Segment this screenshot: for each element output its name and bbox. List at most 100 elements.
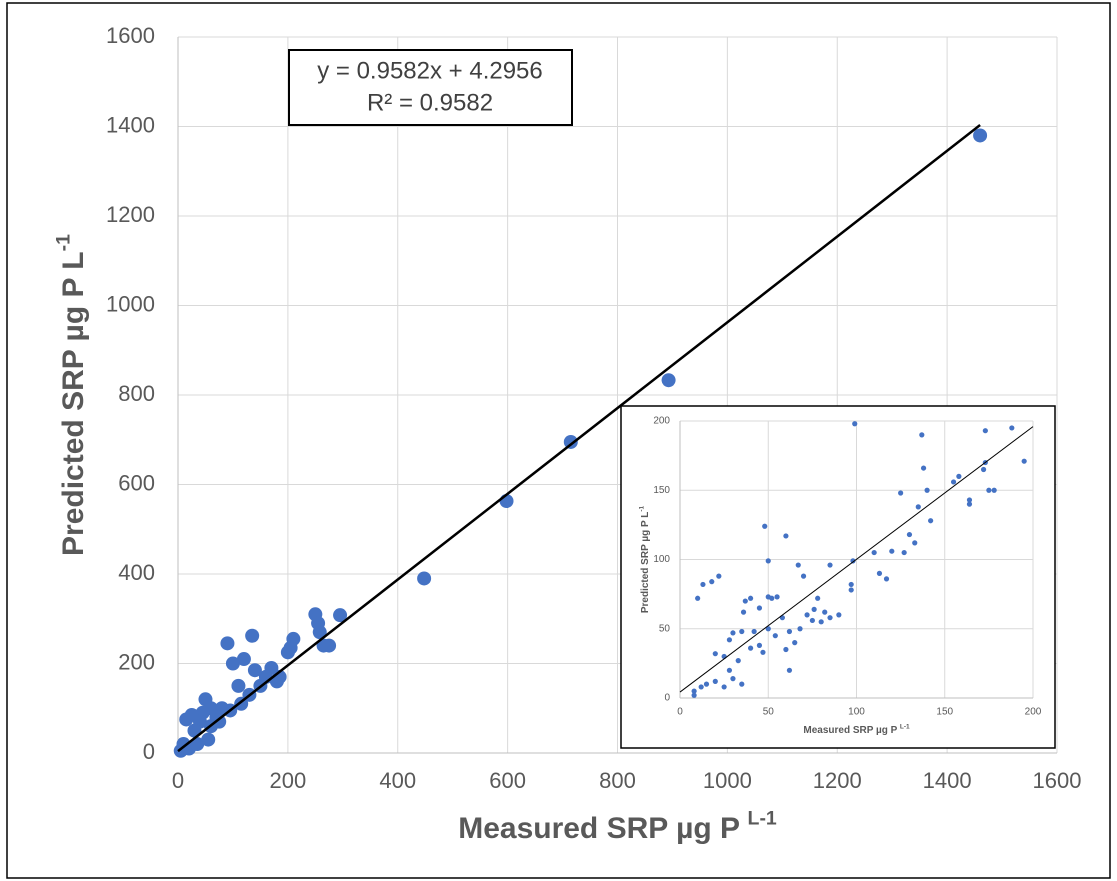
point	[850, 558, 856, 564]
y-axis-title: Predicted SRP µg P L-1	[53, 234, 90, 556]
x-axis-title-sup: L-1	[900, 723, 910, 730]
point	[739, 628, 745, 635]
point	[956, 473, 962, 479]
point	[809, 617, 815, 624]
point	[774, 594, 780, 600]
point	[889, 548, 895, 554]
point	[783, 533, 789, 539]
x-tick-label: 150	[936, 707, 953, 718]
point	[924, 487, 930, 493]
point	[827, 615, 833, 621]
point	[756, 642, 763, 648]
point	[912, 540, 918, 546]
point	[716, 573, 722, 579]
annotation: R² = 0.9582	[367, 89, 493, 116]
point	[280, 645, 295, 660]
x-axis-title-text: Measured SRP µg P	[803, 725, 897, 736]
point	[919, 432, 925, 438]
point	[1009, 425, 1015, 431]
y-tick-label: 1600	[106, 23, 155, 48]
point	[848, 587, 854, 593]
point	[739, 681, 745, 687]
x-tick-label: 1000	[703, 768, 752, 793]
x-tick-label: 1600	[1033, 768, 1082, 793]
point	[726, 637, 733, 643]
x-tick-label: 800	[599, 768, 636, 793]
x-tick-label: 1400	[923, 768, 972, 793]
y-tick-label: 200	[118, 649, 155, 674]
point	[751, 628, 757, 635]
point	[661, 373, 676, 388]
point	[836, 612, 842, 618]
point	[991, 487, 997, 493]
point	[312, 625, 327, 640]
x-tick-label: 0	[677, 707, 683, 718]
point	[700, 581, 706, 588]
x-tick-label: 100	[848, 707, 865, 718]
point	[848, 581, 854, 588]
point	[966, 501, 973, 507]
x-axis-title-sup: L-1	[748, 808, 777, 830]
point	[883, 576, 890, 582]
x-tick-label: 600	[489, 768, 526, 793]
point	[721, 684, 727, 690]
x-tick-label: 200	[270, 768, 307, 793]
point	[231, 678, 246, 693]
point	[212, 714, 227, 729]
y-axis-title-sup: -1	[53, 234, 75, 251]
point	[712, 651, 718, 657]
point	[765, 558, 771, 564]
annotation: y = 0.9582x + 4.2956	[317, 57, 543, 84]
equation-box	[288, 49, 573, 126]
point	[179, 712, 194, 727]
inset-frame	[620, 405, 1056, 749]
point	[703, 681, 710, 687]
y-axis-title-text: Predicted SRP µg P L	[57, 251, 90, 556]
point	[906, 531, 913, 538]
y-axis-title: Predicted SRP µg P L-1	[638, 505, 650, 613]
y-axis-title-text: Predicted SRP µg P L	[640, 512, 651, 614]
point	[915, 504, 921, 510]
x-tick-label: 1200	[813, 768, 862, 793]
point	[709, 579, 715, 585]
y-tick-label: 150	[653, 485, 670, 496]
point	[742, 598, 748, 604]
point	[822, 609, 828, 615]
point	[827, 562, 833, 568]
point	[772, 633, 778, 639]
point	[417, 571, 432, 586]
point	[316, 638, 331, 653]
point	[920, 465, 927, 471]
y-tick-label: 50	[659, 623, 671, 634]
y-tick-label: 0	[664, 693, 670, 704]
point	[333, 608, 348, 623]
point	[691, 692, 697, 698]
y-tick-label: 1400	[106, 112, 155, 137]
point	[695, 595, 701, 601]
y-tick-label: 800	[118, 381, 155, 406]
x-tick-label: 50	[763, 707, 775, 718]
point	[730, 630, 736, 636]
point	[811, 606, 817, 612]
point	[726, 667, 733, 673]
point	[698, 684, 704, 690]
point	[783, 646, 789, 653]
point	[804, 612, 810, 618]
point	[973, 128, 988, 143]
point	[748, 595, 754, 601]
point	[691, 688, 697, 694]
point	[765, 594, 771, 600]
point	[966, 497, 973, 503]
point	[901, 549, 907, 556]
point	[236, 652, 251, 667]
point	[898, 490, 904, 496]
point	[198, 692, 213, 707]
point	[980, 466, 987, 473]
y-axis-title-sup: -1	[638, 505, 645, 511]
point	[797, 626, 803, 632]
y-tick-label: 1200	[106, 202, 155, 227]
point	[190, 737, 205, 752]
point	[818, 619, 824, 625]
point	[748, 645, 754, 651]
